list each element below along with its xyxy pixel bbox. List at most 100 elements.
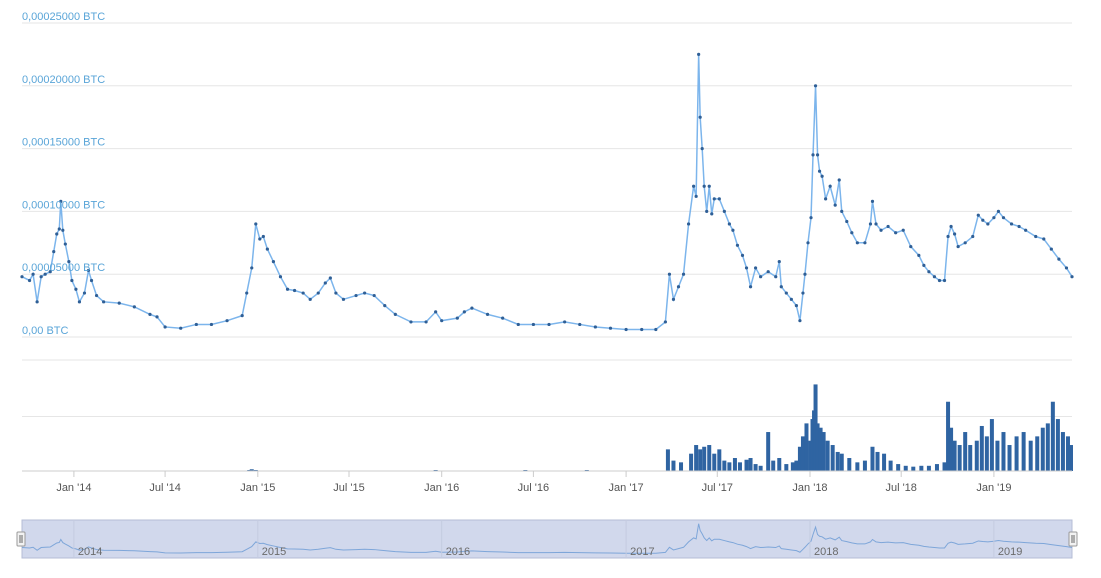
price-point [811, 153, 815, 157]
range-navigator[interactable]: 2014 2015 2016 2017 2018 2019 [16, 519, 1078, 559]
volume-bar [813, 384, 818, 471]
volume-bar [963, 432, 968, 471]
price-point [1042, 237, 1046, 241]
volume-bar [1001, 432, 1006, 471]
navigator-year-label: 2016 [446, 546, 470, 558]
price-point [563, 320, 567, 324]
price-point [1064, 266, 1069, 270]
price-point [271, 260, 276, 264]
price-point [20, 275, 24, 279]
price-point [74, 287, 78, 291]
volume-bar [1021, 432, 1026, 471]
price-point [932, 275, 937, 279]
price-point [824, 197, 828, 201]
price-point [671, 297, 676, 301]
volume-bar [689, 453, 694, 471]
price-tick-label: 0,00020000 BTC [22, 74, 105, 86]
price-point [59, 199, 63, 203]
navigator-year-label: 2018 [814, 546, 838, 558]
price-point [1034, 234, 1038, 239]
price-point [740, 253, 745, 257]
price-point [434, 310, 438, 314]
volume-bar [712, 453, 717, 471]
price-point [1001, 216, 1006, 220]
price-point [700, 147, 704, 151]
price-point [779, 285, 783, 289]
volume-bar [800, 436, 805, 471]
price-point [240, 314, 244, 318]
price-point [909, 244, 913, 249]
price-point [624, 327, 628, 332]
volume-bar [766, 432, 771, 471]
price-point [1070, 275, 1074, 279]
volume-bar [862, 460, 867, 471]
volume-bar [722, 460, 727, 471]
price-point [801, 291, 805, 295]
price-point [717, 197, 721, 201]
x-tick-label: Jan '19 [976, 482, 1011, 494]
price-point [981, 218, 985, 222]
volume-bar [839, 453, 844, 471]
price-point [301, 291, 305, 295]
price-point [63, 242, 67, 246]
price-point [744, 266, 749, 270]
x-tick-label: Jul '16 [518, 482, 549, 494]
price-point [254, 222, 258, 226]
navigator-right-handle[interactable] [1068, 531, 1078, 547]
price-point [531, 322, 535, 327]
price-point [753, 266, 758, 270]
volume-bar [758, 465, 763, 471]
volume-bar [919, 465, 924, 471]
price-point [837, 178, 841, 182]
price-point [27, 278, 32, 283]
volume-bar [797, 446, 802, 471]
price-point [870, 199, 875, 203]
price-point [608, 326, 613, 330]
navigator-line [21, 523, 1073, 554]
price-point [55, 232, 59, 236]
volume-bar [1060, 432, 1065, 471]
price-point [953, 232, 957, 236]
price-point [828, 184, 832, 188]
price-point [937, 278, 942, 283]
price-point [840, 209, 844, 213]
price-point [261, 234, 265, 239]
price-point [278, 275, 283, 279]
price-point [748, 285, 753, 289]
x-tick-label: Jan '14 [56, 482, 91, 494]
navigator-year-label: 2019 [998, 546, 1022, 558]
price-axis-labels: 0,00 BTC 0,00005000 BTC 0,00010000 BTC 0,00… [22, 11, 105, 337]
volume-bar [875, 451, 880, 471]
x-tick-label: Jul '15 [333, 482, 364, 494]
price-point [759, 275, 763, 279]
price-point [722, 209, 726, 213]
volume-bar [737, 462, 742, 471]
price-point [794, 304, 799, 308]
price-point [372, 293, 376, 298]
x-tick-label: Jan '15 [240, 482, 275, 494]
price-point [710, 212, 714, 216]
price-point [316, 291, 320, 295]
price-point [1017, 224, 1021, 229]
x-tick-label: Jan '17 [609, 482, 644, 494]
price-point [803, 272, 807, 276]
price-point [163, 325, 167, 329]
price-point [702, 184, 706, 188]
price-point [886, 224, 890, 229]
price-point [547, 322, 551, 327]
price-point [681, 272, 686, 276]
price-point [727, 222, 731, 226]
volume-bar [1028, 440, 1033, 471]
navigator-left-handle[interactable] [16, 531, 26, 547]
price-point [578, 322, 582, 327]
volume-bar [995, 440, 1000, 471]
x-tick-label: Jan '16 [424, 482, 459, 494]
price-point [43, 272, 47, 276]
price-point [815, 153, 820, 157]
volume-bar [1014, 436, 1019, 471]
volume-bar [949, 427, 954, 471]
volume-bar [717, 449, 722, 471]
volume-bar [855, 462, 860, 471]
price-point [292, 288, 297, 293]
